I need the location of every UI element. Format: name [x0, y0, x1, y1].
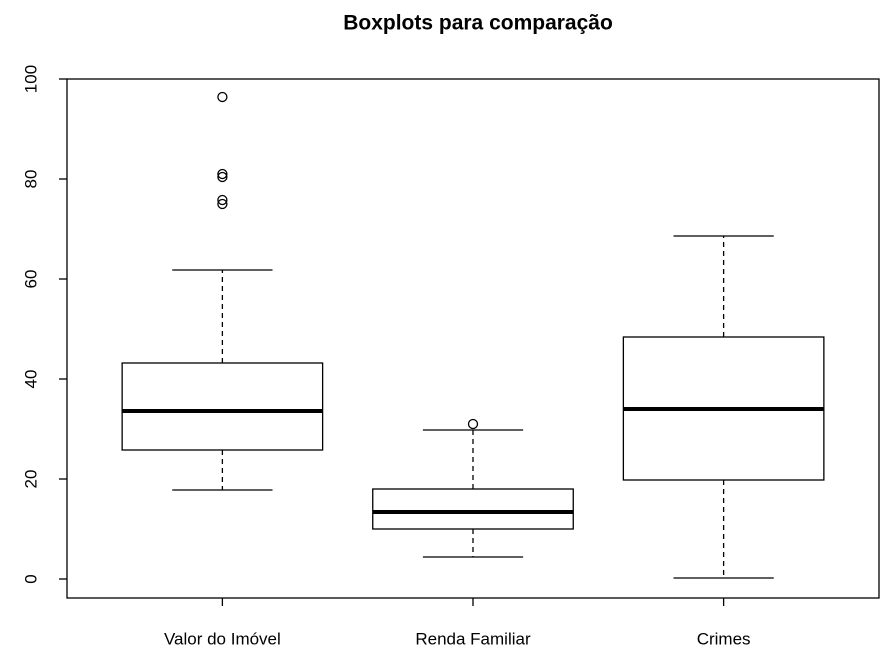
y-tick-label: 100	[21, 65, 40, 93]
y-tick-label: 40	[21, 370, 40, 389]
y-tick-label: 80	[21, 170, 40, 189]
outlier	[217, 168, 228, 180]
outlier	[217, 194, 228, 206]
box	[121, 362, 324, 451]
box	[372, 488, 574, 530]
outlier	[217, 198, 228, 210]
chart-title: Boxplots para comparação	[343, 12, 613, 35]
x-tick-label: Valor do Imóvel	[164, 629, 281, 648]
outlier	[217, 171, 228, 183]
x-tick-label: Crimes	[697, 629, 751, 648]
outlier	[467, 418, 479, 430]
y-tick-label: 0	[21, 574, 40, 583]
y-tick-label: 60	[21, 270, 40, 289]
y-tick-label: 20	[21, 470, 40, 489]
x-tick-label: Renda Familiar	[415, 629, 531, 648]
outlier	[217, 91, 228, 103]
plot-frame	[66, 78, 880, 599]
